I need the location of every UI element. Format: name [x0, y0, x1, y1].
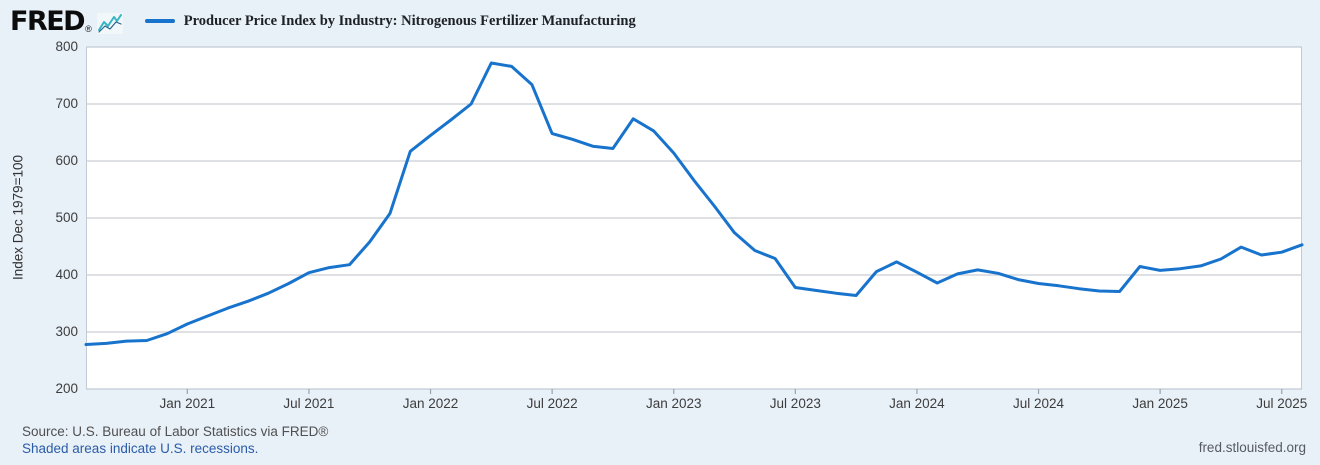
y-tick-800: 800: [55, 39, 78, 54]
chart-header: FRED ® Producer Price Index by Industry: …: [10, 4, 636, 38]
x-tick-jan-2021: Jan 2021: [159, 396, 216, 411]
y-tick-700: 700: [55, 96, 78, 111]
y-tick-400: 400: [55, 267, 78, 282]
chart-footer: Source: U.S. Bureau of Labor Statistics …: [22, 423, 328, 457]
x-tick-jul-2023: Jul 2023: [769, 396, 821, 411]
y-tick-600: 600: [55, 153, 78, 168]
series-title: Producer Price Index by Industry: Nitrog…: [183, 12, 636, 29]
fred-logo[interactable]: FRED ®: [10, 8, 123, 35]
x-tick-jul-2025: Jul 2025: [1256, 396, 1308, 411]
y-axis-title: Index Dec 1979=100: [10, 155, 26, 281]
x-tick-jan-2023: Jan 2023: [645, 396, 702, 411]
x-tick-jan-2025: Jan 2025: [1132, 396, 1188, 411]
x-tick-jan-2024: Jan 2024: [889, 396, 945, 411]
plot-area[interactable]: [84, 46, 1304, 404]
x-tick-jul-2021: Jul 2021: [283, 396, 335, 411]
y-tick-200: 200: [55, 381, 78, 396]
x-tick-jul-2022: Jul 2022: [526, 396, 578, 411]
x-tick-jul-2024: Jul 2024: [1013, 396, 1065, 411]
fred-logo-text: FRED: [10, 5, 86, 37]
registered-trademark: ®: [85, 23, 92, 34]
series-legend: Producer Price Index by Industry: Nitrog…: [144, 12, 636, 30]
y-tick-500: 500: [55, 210, 78, 225]
x-tick-jan-2022: Jan 2022: [402, 396, 459, 411]
y-tick-300: 300: [55, 324, 78, 339]
recession-shading-link[interactable]: Shaded areas indicate U.S. recessions.: [22, 441, 259, 456]
fred-site-link[interactable]: fred.stlouisfed.org: [1198, 440, 1306, 455]
data-series-line[interactable]: [84, 61, 1304, 346]
series-color-swatch: [144, 19, 175, 23]
source-attribution: Source: U.S. Bureau of Labor Statistics …: [22, 424, 329, 439]
fred-sparkline-icon: [96, 12, 123, 34]
